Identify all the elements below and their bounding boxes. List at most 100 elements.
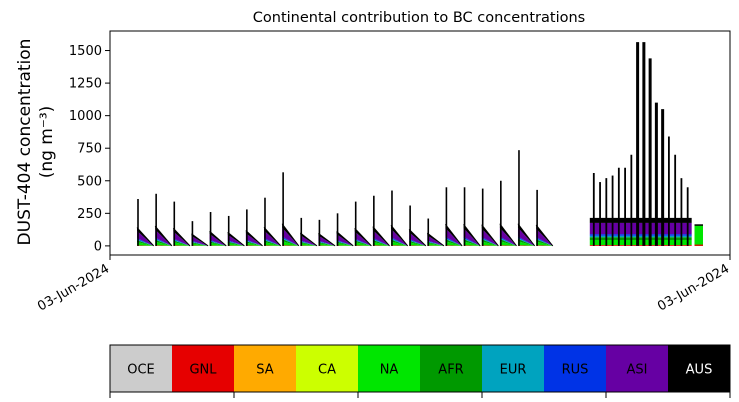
burst-area-afr: [589, 237, 692, 241]
plot-area: [136, 42, 703, 247]
stack-area-asi: [409, 232, 426, 246]
y-axis-ticks: 0 250 500 750 1000 1250 1500: [69, 44, 110, 254]
stack-area-gnl: [263, 245, 281, 246]
stack-area-asi: [245, 233, 263, 246]
legend-frame: [109, 344, 731, 393]
stack-area-asi: [445, 228, 463, 246]
series-outline: [191, 233, 209, 247]
stack-area-eur: [463, 238, 481, 246]
stack-area-afr: [191, 242, 209, 246]
series-outline: [209, 230, 227, 247]
tail-area-na: [694, 225, 703, 246]
stack-area-afr: [409, 240, 426, 246]
stack-area-na: [536, 241, 553, 246]
burst-area-eur: [589, 235, 692, 238]
series-outline: [535, 224, 554, 247]
legend-swatch-afr: [420, 345, 482, 392]
legend-swatch-aus: [668, 345, 730, 392]
legend-swatch-oce: [110, 345, 172, 392]
stack-area-rus: [409, 238, 426, 246]
stack-area-eur: [427, 241, 444, 246]
series-outline: [136, 227, 155, 247]
legend-swatch-gnl: [172, 345, 234, 392]
stack-area-asi: [372, 230, 390, 246]
stack-area-na: [354, 242, 372, 246]
stack-area-asi: [173, 231, 190, 246]
legend-label-rus: RUS: [562, 363, 589, 378]
stack-area-gnl: [463, 245, 481, 246]
stack-area-rus: [137, 238, 154, 246]
series-outline: [227, 231, 245, 247]
legend-label-aus: AUS: [686, 363, 713, 378]
stack-area-eur: [318, 241, 336, 246]
stack-area-eur: [445, 238, 463, 246]
stack-area-gnl: [173, 245, 190, 246]
region-colorbar-legend: OCE GNL SA CA NA AFR EUR RUS ASI AUS: [109, 344, 731, 398]
stack-area-eur: [245, 240, 263, 246]
stack-area-na: [409, 242, 426, 246]
legend-swatch-na: [358, 345, 420, 392]
stack-area-asi: [390, 228, 408, 246]
stack-area-eur: [173, 239, 190, 246]
series-outline: [408, 229, 427, 247]
plot-frame: [109, 30, 731, 256]
stack-area-afr: [336, 241, 354, 246]
series-outline: [499, 223, 517, 247]
series-outline: [390, 224, 409, 247]
chart-title: Continental contribution to BC concentra…: [253, 10, 585, 26]
stack-area-rus: [390, 237, 408, 246]
stack-area-na: [227, 243, 245, 246]
series-outline: [372, 226, 390, 247]
stack-area-na: [300, 243, 317, 246]
stack-area-rus: [263, 238, 281, 246]
stack-area-na: [463, 241, 481, 246]
series-outline: [426, 232, 445, 247]
stack-area-rus: [336, 239, 354, 246]
burst-area-aus: [589, 217, 692, 223]
legend-label-ca: CA: [318, 363, 336, 378]
y-tick-label: 750: [77, 142, 102, 157]
y-axis-label: DUST-404 concentration (ng m⁻³): [15, 39, 57, 246]
y-tick-label: 250: [77, 207, 102, 222]
legend-label-na: NA: [380, 363, 399, 378]
series-outline: [481, 224, 499, 247]
stack-area-eur: [191, 241, 209, 246]
tail-area-gnl: [694, 244, 703, 246]
stack-area-afr: [536, 239, 553, 246]
stack-area-asi: [155, 229, 172, 246]
y-axis-label-line1: DUST-404 concentration: [15, 39, 35, 246]
stack-area-asi: [463, 228, 481, 246]
legend-label-gnl: GNL: [189, 363, 217, 378]
stack-area-rus: [536, 237, 553, 246]
stack-area-gnl: [499, 245, 517, 246]
stack-area-eur: [155, 238, 172, 246]
stack-area-na: [445, 241, 463, 246]
series-outline: [463, 223, 481, 247]
stack-area-eur: [282, 237, 299, 246]
x-axis: 03-Jun-2024 03-Jun-2024: [35, 255, 732, 314]
legend-swatch-eur: [482, 345, 544, 392]
stack-area-asi: [499, 227, 517, 246]
series-outline: [517, 223, 536, 247]
burst-area-na: [589, 240, 692, 246]
stack-area-rus: [191, 240, 209, 246]
y-axis-label-line2: (ng m⁻³): [37, 106, 57, 179]
legend-label-eur: EUR: [500, 363, 527, 378]
stack-area-rus: [173, 238, 190, 246]
stack-area-na: [173, 242, 190, 246]
burst-area-asi: [589, 222, 692, 235]
legend-label-afr: AFR: [438, 363, 463, 378]
stack-area-rus: [445, 236, 463, 246]
stack-area-gnl: [536, 245, 553, 246]
stack-area-eur: [372, 238, 390, 246]
stack-area-na: [191, 243, 209, 246]
stack-area-asi: [137, 230, 154, 246]
stack-area-gnl: [445, 245, 463, 246]
series-outline: [245, 230, 263, 247]
series-outline: [172, 227, 191, 247]
stack-area-gnl: [354, 245, 372, 246]
y-tick-label: 0: [94, 239, 102, 254]
legend-label-oce: OCE: [127, 363, 155, 378]
stack-area-na: [517, 241, 535, 246]
stack-area-gnl: [282, 245, 299, 246]
